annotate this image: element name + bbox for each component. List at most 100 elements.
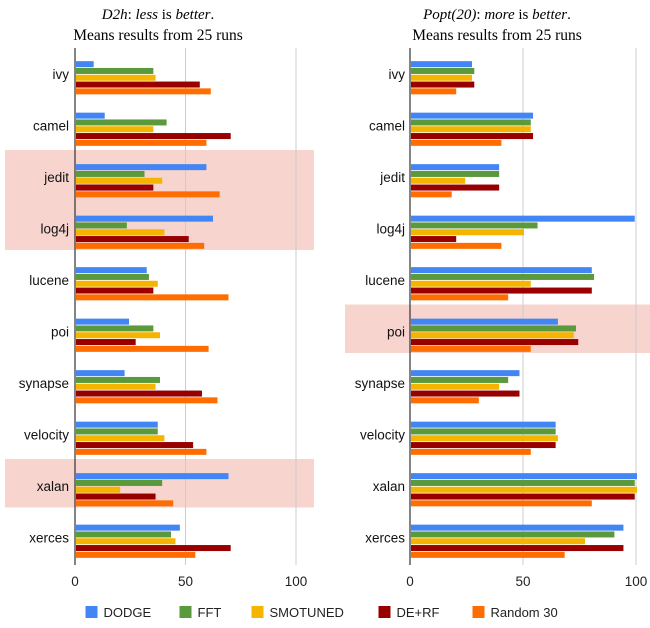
bar-random-30-synapse (411, 397, 479, 404)
bar-smotuned-ivy (411, 74, 473, 81)
bar-random-30-log4j (411, 242, 502, 249)
bar-fft-jedit (76, 170, 145, 177)
category-label: synapse (355, 376, 405, 391)
bar-random-30-velocity (76, 448, 207, 455)
bar-fft-log4j (76, 222, 127, 229)
x-tick-label: 0 (406, 574, 414, 589)
bar-fft-log4j (411, 222, 538, 229)
bar-random-30-poi (76, 345, 209, 352)
bar-random-30-ivy (76, 88, 211, 95)
bar-de-rf-log4j (76, 236, 189, 243)
category-label: poi (51, 324, 69, 339)
bar-random-30-poi (411, 345, 531, 352)
chart-subtitle: Means results from 25 runs (73, 27, 243, 44)
category-label: jedit (379, 170, 405, 185)
bar-random-30-camel (411, 139, 502, 146)
bar-de-rf-xalan (411, 493, 635, 500)
bar-de-rf-xerces (76, 545, 231, 552)
bar-random-30-jedit (411, 191, 452, 198)
category-label: ivy (53, 67, 70, 82)
bar-dodge-camel (411, 112, 534, 119)
category-label: xerces (29, 530, 69, 545)
category-label: xalan (373, 479, 405, 494)
bar-dodge-ivy (411, 61, 473, 68)
bar-smotuned-xerces (76, 538, 176, 545)
bar-random-30-jedit (76, 191, 220, 198)
bar-random-30-xalan (411, 500, 592, 507)
bar-dodge-poi (76, 318, 130, 325)
bar-de-rf-lucene (411, 287, 592, 294)
legend-label: SMOTUNED (270, 605, 344, 620)
bar-de-rf-lucene (76, 287, 154, 294)
chart-d2h: D2h: less is better. Means results from 2… (5, 7, 314, 589)
bar-random-30-camel (76, 139, 207, 146)
bar-fft-camel (411, 119, 531, 126)
bar-smotuned-camel (76, 126, 154, 133)
category-label: lucene (365, 273, 405, 288)
bar-smotuned-synapse (76, 383, 156, 390)
bar-fft-jedit (411, 170, 500, 177)
x-tick-label: 100 (625, 574, 648, 589)
bar-smotuned-log4j (76, 229, 165, 236)
bar-smotuned-jedit (411, 177, 466, 184)
legend-swatch (378, 606, 391, 618)
bar-de-rf-jedit (411, 184, 500, 191)
category-label: log4j (40, 221, 69, 236)
bar-fft-velocity (76, 428, 158, 435)
bar-dodge-synapse (411, 370, 520, 377)
category-label: velocity (360, 427, 405, 442)
category-label: synapse (19, 376, 69, 391)
bar-dodge-lucene (411, 267, 592, 274)
bar-dodge-xerces (76, 524, 180, 531)
bar-smotuned-log4j (411, 229, 524, 236)
bar-smotuned-lucene (411, 280, 531, 287)
bar-dodge-xerces (411, 524, 624, 531)
category-label: ivy (389, 67, 406, 82)
legend-swatch (179, 606, 192, 618)
bar-dodge-poi (411, 318, 558, 325)
bar-fft-xerces (76, 531, 172, 538)
chart-title: Popt(20): more is better. (422, 7, 571, 23)
bar-de-rf-jedit (76, 184, 154, 191)
chart-popt20: Popt(20): more is better. Means results f… (345, 7, 650, 589)
bar-de-rf-poi (76, 339, 136, 346)
category-label: log4j (376, 221, 405, 236)
bar-random-30-ivy (411, 88, 457, 95)
category-label: xerces (365, 530, 405, 545)
bar-de-rf-camel (411, 133, 534, 140)
bar-dodge-synapse (76, 370, 125, 377)
bar-smotuned-xalan (76, 486, 121, 493)
legend-swatch (85, 606, 98, 618)
bar-dodge-xalan (411, 473, 637, 480)
bar-fft-xerces (411, 531, 615, 538)
legend-swatch (472, 606, 485, 618)
bar-de-rf-xerces (411, 545, 624, 552)
bar-smotuned-lucene (76, 280, 158, 287)
legend-label: FFT (198, 605, 222, 620)
bar-random-30-xalan (76, 500, 174, 507)
bar-fft-poi (411, 325, 576, 332)
legend-swatch (251, 606, 264, 618)
bar-fft-ivy (411, 67, 475, 74)
x-tick-label: 50 (178, 574, 193, 589)
legend-label: DE+RF (397, 605, 440, 620)
bar-de-rf-ivy (411, 81, 475, 88)
highlight-band-join (5, 198, 314, 204)
bar-smotuned-poi (411, 332, 574, 339)
bar-fft-xalan (411, 479, 635, 486)
bar-smotuned-poi (76, 332, 160, 339)
category-label: lucene (29, 273, 69, 288)
highlight-band-jedit (5, 150, 314, 199)
bar-dodge-xalan (76, 473, 229, 480)
bar-dodge-jedit (411, 164, 500, 171)
category-label: poi (387, 324, 405, 339)
x-tick-label: 100 (285, 574, 308, 589)
bar-fft-xalan (76, 479, 163, 486)
bar-de-rf-camel (76, 133, 231, 140)
bar-smotuned-ivy (76, 74, 156, 81)
category-label: camel (369, 118, 405, 133)
legend-label: Random 30 (491, 605, 558, 620)
bar-smotuned-camel (411, 126, 531, 133)
bar-fft-velocity (411, 428, 556, 435)
bar-de-rf-xalan (76, 493, 156, 500)
